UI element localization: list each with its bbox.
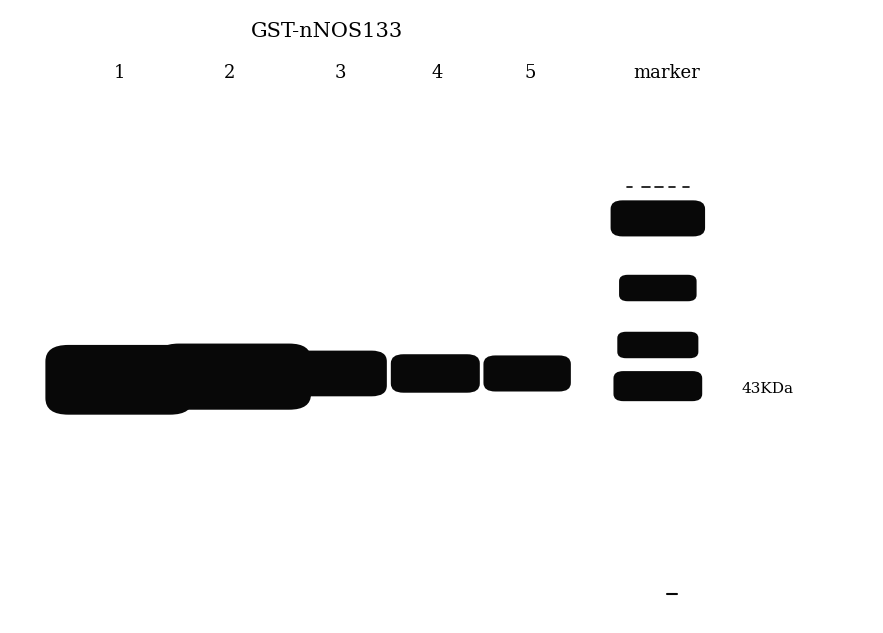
Text: GST-nNOS133: GST-nNOS133: [251, 22, 403, 41]
FancyBboxPatch shape: [614, 371, 702, 401]
Text: marker: marker: [633, 64, 700, 82]
Text: 2: 2: [224, 64, 235, 82]
Text: 1: 1: [113, 64, 125, 82]
Text: 43KDa: 43KDa: [742, 382, 794, 396]
Text: 5: 5: [525, 64, 535, 82]
FancyBboxPatch shape: [484, 356, 570, 391]
FancyBboxPatch shape: [391, 354, 479, 392]
Text: 4: 4: [432, 64, 442, 82]
FancyBboxPatch shape: [619, 275, 697, 301]
Text: 3: 3: [334, 64, 346, 82]
FancyBboxPatch shape: [45, 345, 193, 415]
FancyBboxPatch shape: [611, 200, 706, 236]
FancyBboxPatch shape: [617, 332, 698, 358]
FancyBboxPatch shape: [293, 351, 387, 396]
FancyBboxPatch shape: [157, 344, 311, 410]
